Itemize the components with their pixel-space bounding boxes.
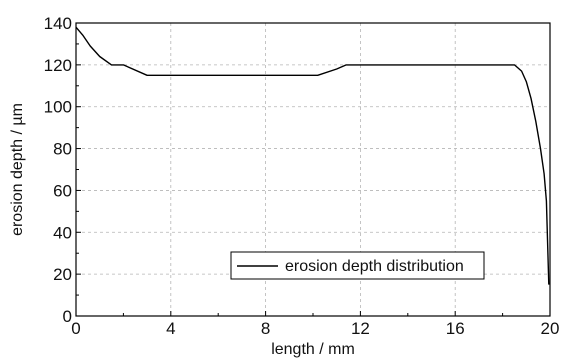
y-axis-label: erosion depth / µm — [9, 103, 26, 236]
x-tick-label: 4 — [166, 319, 175, 338]
x-tick-label: 8 — [261, 319, 270, 338]
x-tick-label: 12 — [351, 319, 370, 338]
x-tick-label: 0 — [71, 319, 80, 338]
x-tick-label: 16 — [446, 319, 465, 338]
y-tick-label: 20 — [53, 265, 72, 284]
y-tick-label: 120 — [44, 56, 72, 75]
y-tick-label: 140 — [44, 14, 72, 33]
y-tick-label: 0 — [63, 307, 72, 326]
ticks — [75, 22, 551, 317]
y-tick-label: 60 — [53, 181, 72, 200]
tick-labels: 0 4 8 12 16 20 0 20 40 60 80 100 120 140 — [44, 14, 560, 338]
series-line — [75, 26, 550, 285]
y-tick-label: 100 — [44, 98, 72, 117]
y-tick-label: 40 — [53, 223, 72, 242]
x-axis-label: length / mm — [271, 341, 355, 358]
legend-label: erosion depth distribution — [285, 258, 464, 275]
x-tick-label: 20 — [541, 319, 560, 338]
legend: erosion depth distribution — [230, 251, 485, 280]
y-tick-label: 80 — [53, 140, 72, 159]
series-layer — [75, 26, 550, 285]
